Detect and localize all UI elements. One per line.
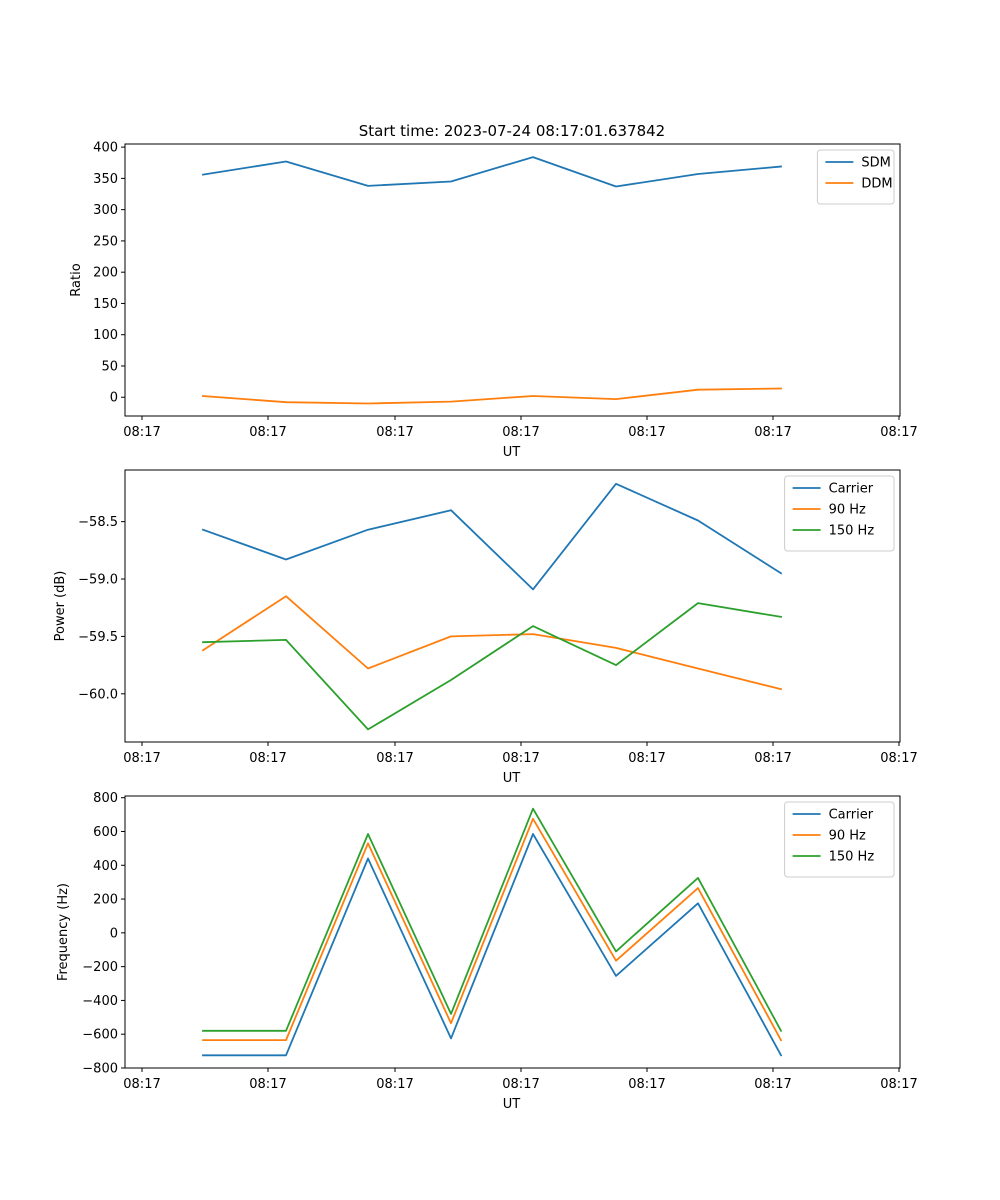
x-axis-label: UT [503,445,521,460]
figure-title: Start time: 2023-07-24 08:17:01.637842 [359,122,665,140]
legend-frame [784,475,895,552]
legend-label: Carrier [829,482,874,497]
y-tick-label: −59.0 [78,573,118,588]
legend-frame [816,149,895,205]
x-tick-label: 08:17 [123,425,160,440]
y-tick-label: 200 [93,893,118,908]
legend: Carrier 90 Hz 150 Hz [784,801,895,878]
axes-frame [124,795,901,1069]
x-tick-label: 08:17 [628,425,665,440]
y-axis-label: Power (dB) [53,571,68,642]
chart-panel-2: −60.0 −59.5 −59.0 −58.5 08:17 08:17 08:17 08:17… [53,469,918,786]
series-line-carrier [202,833,783,1057]
y-tick-label: −200 [82,960,118,975]
y-tick-label: 400 [93,859,118,874]
y-tick-label: −58.5 [78,515,118,530]
y-tick-label: −400 [82,994,118,1009]
y-tick-label: 0 [110,926,118,941]
x-tick-label: 08:17 [880,751,917,766]
x-tick-label: 08:17 [754,1077,791,1092]
y-tick-label: −800 [82,1062,118,1077]
x-tick-label: 08:17 [376,751,413,766]
legend-label: Carrier [829,808,874,823]
y-axis-label: Frequency (Hz) [56,883,71,981]
x-tick-label: 08:17 [754,751,791,766]
y-tick-label: 600 [93,825,118,840]
legend: Carrier 90 Hz 150 Hz [784,475,895,552]
axes-frame [124,469,901,743]
series-line-sdm [201,156,782,188]
series-line-150-hz [202,807,783,1033]
x-tick-label: 08:17 [628,751,665,766]
legend-label: 90 Hz [829,503,866,518]
series-line-90-hz [201,595,783,691]
chart-panel-3: −800 −600 −400 −200 0 200 400 600 800 08:17 08:17 0… [56,791,918,1112]
x-tick-label: 08:17 [123,1077,160,1092]
x-tick-label: 08:17 [249,1077,286,1092]
legend-label: DDM [861,177,892,192]
x-tick-label: 08:17 [754,425,791,440]
x-tick-label: 08:17 [123,751,160,766]
x-axis-label: UT [503,1097,521,1112]
x-tick-label: 08:17 [249,425,286,440]
y-tick-label: −59.5 [78,630,118,645]
y-tick-label: 50 [101,359,118,374]
series-line-ddm [202,387,782,405]
y-tick-label: −600 [82,1028,118,1043]
x-tick-label: 08:17 [880,425,917,440]
x-tick-label: 08:17 [502,751,539,766]
y-tick-label: 150 [93,297,118,312]
x-axis-label: UT [503,771,521,786]
x-tick-label: 08:17 [376,425,413,440]
legend-label: 150 Hz [829,850,875,865]
y-tick-label: −60.0 [78,687,118,702]
y-axis-label: Ratio [69,263,84,296]
x-tick-label: 08:17 [249,751,286,766]
series-line-150-hz [202,602,783,731]
x-tick-label: 08:17 [376,1077,413,1092]
x-tick-label: 08:17 [502,425,539,440]
x-tick-label: 08:17 [502,1077,539,1092]
x-tick-label: 08:17 [880,1077,917,1092]
y-tick-label: 800 [93,791,118,806]
y-tick-label: 0 [110,391,118,406]
y-tick-label: 300 [93,203,118,218]
legend: SDM DDM [816,149,895,205]
axes-frame [124,143,901,417]
series-line-carrier [201,482,783,591]
series-line-90-hz [202,817,783,1042]
legend-label: 150 Hz [829,524,875,539]
y-tick-label: 250 [93,234,118,249]
x-tick-label: 08:17 [628,1077,665,1092]
y-tick-label: 400 [93,141,118,156]
y-tick-label: 100 [93,328,118,343]
y-tick-label: 350 [93,172,118,187]
legend-label: SDM [861,156,890,171]
legend-label: 90 Hz [829,829,866,844]
legend-frame [784,801,895,878]
chart-panel-1: 0 50 100 150 200 250 300 350 400 08:17 08:17 08:17 0… [69,141,918,460]
y-tick-label: 200 [93,266,118,281]
